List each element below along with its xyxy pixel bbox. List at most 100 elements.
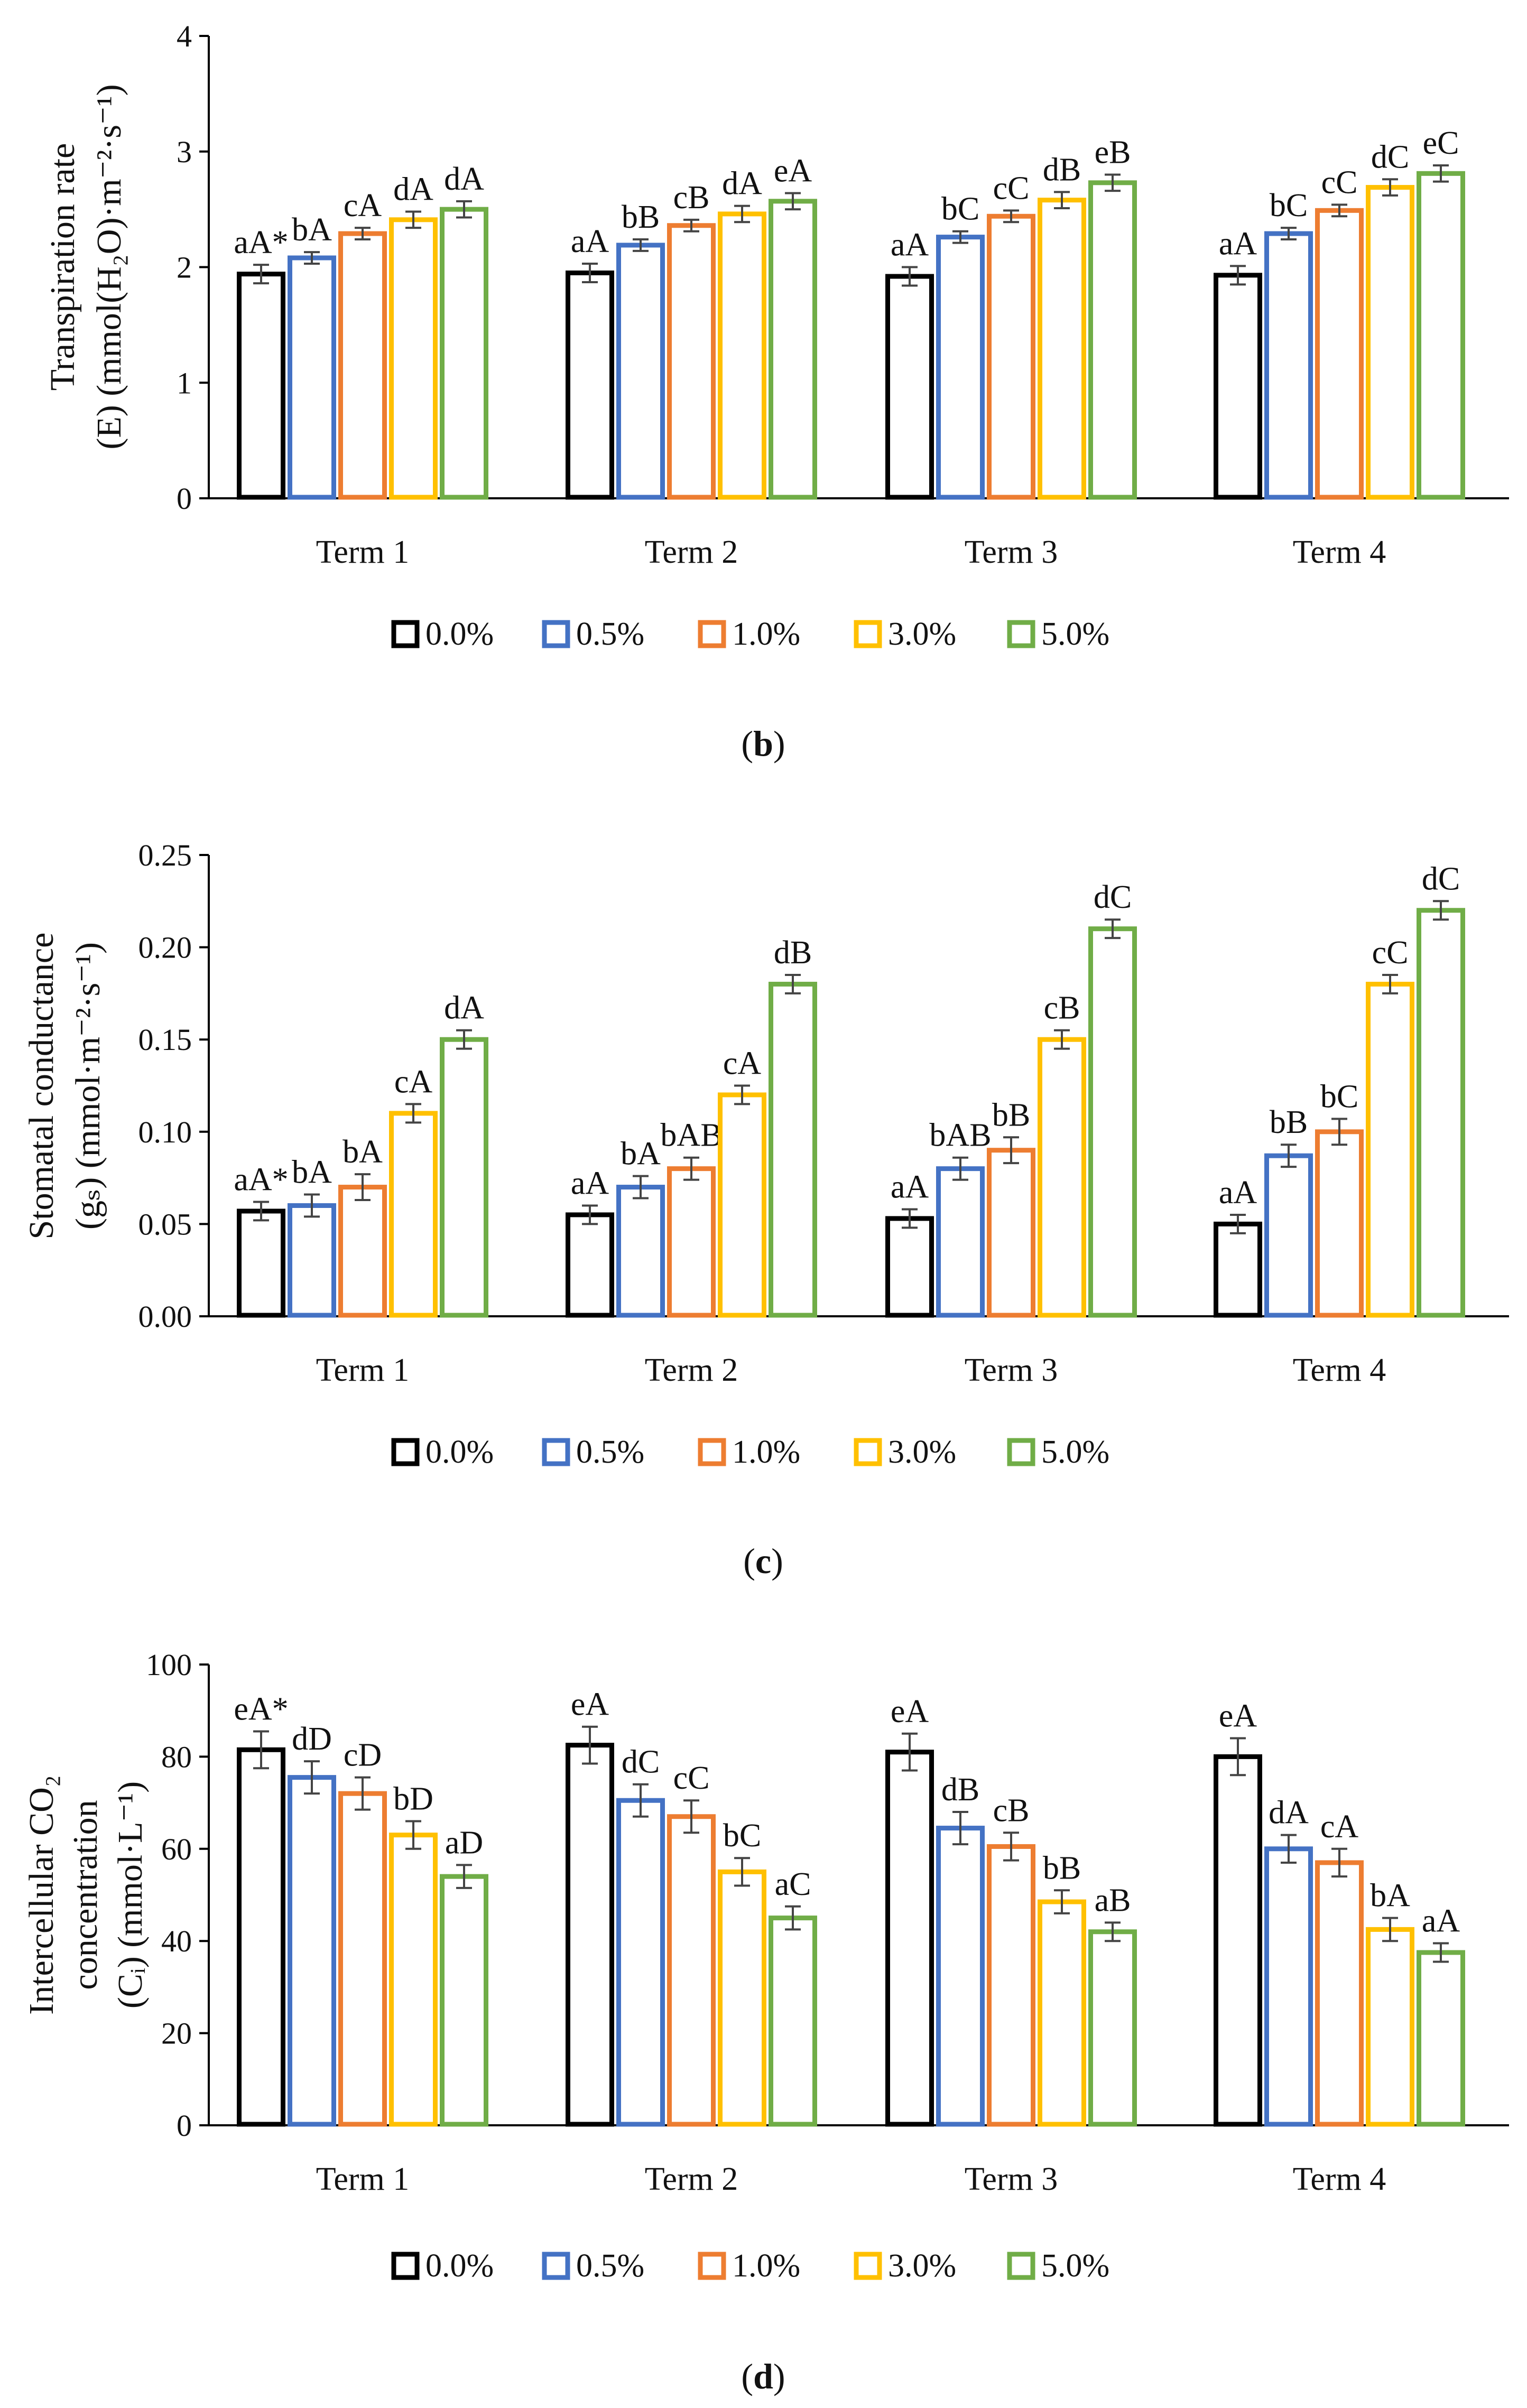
panel-label-letter: c — [755, 1541, 771, 1581]
bar — [1417, 1950, 1465, 2127]
data-label: cD — [344, 1737, 382, 1773]
x-tick-label: Term 1 — [316, 534, 409, 570]
legend-swatch — [1007, 1438, 1035, 1466]
bar — [237, 272, 285, 500]
data-label: cA — [344, 188, 382, 224]
data-label: dA — [722, 166, 762, 202]
x-tick-label: Term 2 — [645, 534, 738, 570]
bar — [718, 1092, 766, 1318]
x-tick-label: Term 3 — [965, 534, 1058, 570]
data-label: aA* — [234, 1161, 288, 1197]
y-axis-title: concentration — [66, 1800, 105, 1989]
bar — [1038, 1037, 1086, 1318]
legend-swatch — [854, 1438, 882, 1466]
legend-swatch — [698, 2252, 726, 2280]
bar — [987, 213, 1035, 500]
data-label: bC — [1320, 1079, 1358, 1114]
panel-label-close-paren: ) — [773, 2356, 785, 2396]
data-label: eA — [571, 1687, 609, 1723]
bar — [566, 1212, 614, 1318]
data-label: aA — [1219, 226, 1257, 262]
bar — [616, 243, 665, 500]
bar — [1264, 231, 1313, 500]
bar — [1214, 1221, 1262, 1318]
y-tick-label: 0.05 — [138, 1207, 192, 1241]
data-label: bAB — [660, 1118, 722, 1154]
x-tick-label: Term 3 — [965, 1352, 1058, 1388]
bar — [338, 1791, 387, 2127]
bar — [1366, 1927, 1414, 2127]
legend-label: 0.5% — [576, 2248, 644, 2284]
x-tick-label: Term 4 — [1293, 1352, 1386, 1388]
legend-swatch — [542, 620, 570, 648]
bar — [885, 274, 934, 500]
y-tick-label: 0.15 — [138, 1022, 192, 1057]
data-label: dC — [1422, 861, 1460, 897]
legend-label: 0.5% — [576, 1434, 644, 1470]
bar — [936, 235, 985, 500]
data-label: dA — [1269, 1795, 1309, 1831]
bar — [936, 1166, 985, 1318]
data-label: aA — [1422, 1903, 1460, 1939]
y-tick-label: 0 — [177, 481, 192, 516]
y-axis-title: (E) (mmol(H₂O)·m⁻²·s⁻¹) — [90, 84, 128, 449]
bar — [1038, 1899, 1086, 2127]
chart-panel-d: 0 20 40 60 80 100 Intercellular CO₂ concentrati… — [22, 1648, 1509, 2396]
data-label: aA — [571, 224, 609, 259]
x-tick-label: Term 2 — [645, 2161, 738, 2197]
data-label: bB — [1043, 1850, 1081, 1886]
legend-label: 1.0% — [732, 2248, 800, 2284]
y-tick-label: 4 — [177, 19, 192, 53]
legend-swatch — [542, 1438, 570, 1466]
y-axis-title: Intercellular CO₂ — [22, 1775, 61, 2015]
bar — [718, 1869, 766, 2127]
y-tick-label: 0.25 — [138, 838, 192, 872]
y-tick-label: 0.00 — [138, 1299, 192, 1334]
data-label: dB — [774, 935, 812, 971]
data-label: dD — [292, 1721, 332, 1757]
data-label: eA* — [234, 1691, 288, 1727]
bar — [1088, 926, 1137, 1318]
legend-label: 0.0% — [425, 2248, 494, 2284]
data-label: eA — [1219, 1698, 1257, 1734]
bar — [667, 1166, 716, 1318]
legend-swatch — [391, 2252, 420, 2280]
data-label: cB — [1044, 990, 1080, 1026]
data-label: cB — [673, 180, 710, 216]
data-label: bA — [621, 1136, 661, 1172]
data-label: bD — [393, 1781, 433, 1817]
legend-label: 3.0% — [888, 1434, 956, 1470]
bar — [1088, 1929, 1137, 2127]
legend-label: 5.0% — [1041, 616, 1109, 652]
y-tick-label: 100 — [146, 1648, 192, 1682]
bar — [440, 1037, 488, 1318]
bar — [338, 1185, 387, 1318]
legend-swatch — [542, 2252, 570, 2280]
y-axis-title: (gₛ) (mmol·m⁻²·s⁻¹) — [69, 942, 107, 1230]
bar — [440, 1874, 488, 2127]
bar — [1315, 1860, 1364, 2127]
data-label: bB — [1270, 1104, 1308, 1140]
data-label: eC — [1423, 125, 1459, 161]
bar — [667, 223, 716, 500]
bar — [1315, 208, 1364, 500]
y-tick-label: 3 — [177, 135, 192, 169]
y-tick-label: 20 — [161, 2016, 192, 2051]
chart-panel-b: 0 1 2 3 4 Transpiration rate (E) (mmol(H₂O)·m⁻… — [43, 19, 1509, 764]
legend-label: 0.5% — [576, 616, 644, 652]
legend-swatch — [1007, 2252, 1035, 2280]
bar — [566, 270, 614, 500]
bar — [1264, 1153, 1313, 1318]
legend-swatch — [854, 620, 882, 648]
legend-swatch — [854, 2252, 882, 2280]
bar — [566, 1743, 614, 2127]
legend-label: 1.0% — [732, 616, 800, 652]
chart-panel-c: 0.00 0.05 0.10 0.15 0.20 0.25 Stomatal conduct… — [22, 838, 1509, 1581]
panel-label-letter: d — [753, 2356, 773, 2396]
data-label: aA — [1219, 1175, 1257, 1211]
x-tick-label: Term 1 — [316, 2161, 409, 2197]
bar — [885, 1750, 934, 2127]
panel-label-open-paren: ( — [743, 1541, 755, 1581]
bar — [936, 1826, 985, 2127]
y-tick-label: 80 — [161, 1740, 192, 1774]
